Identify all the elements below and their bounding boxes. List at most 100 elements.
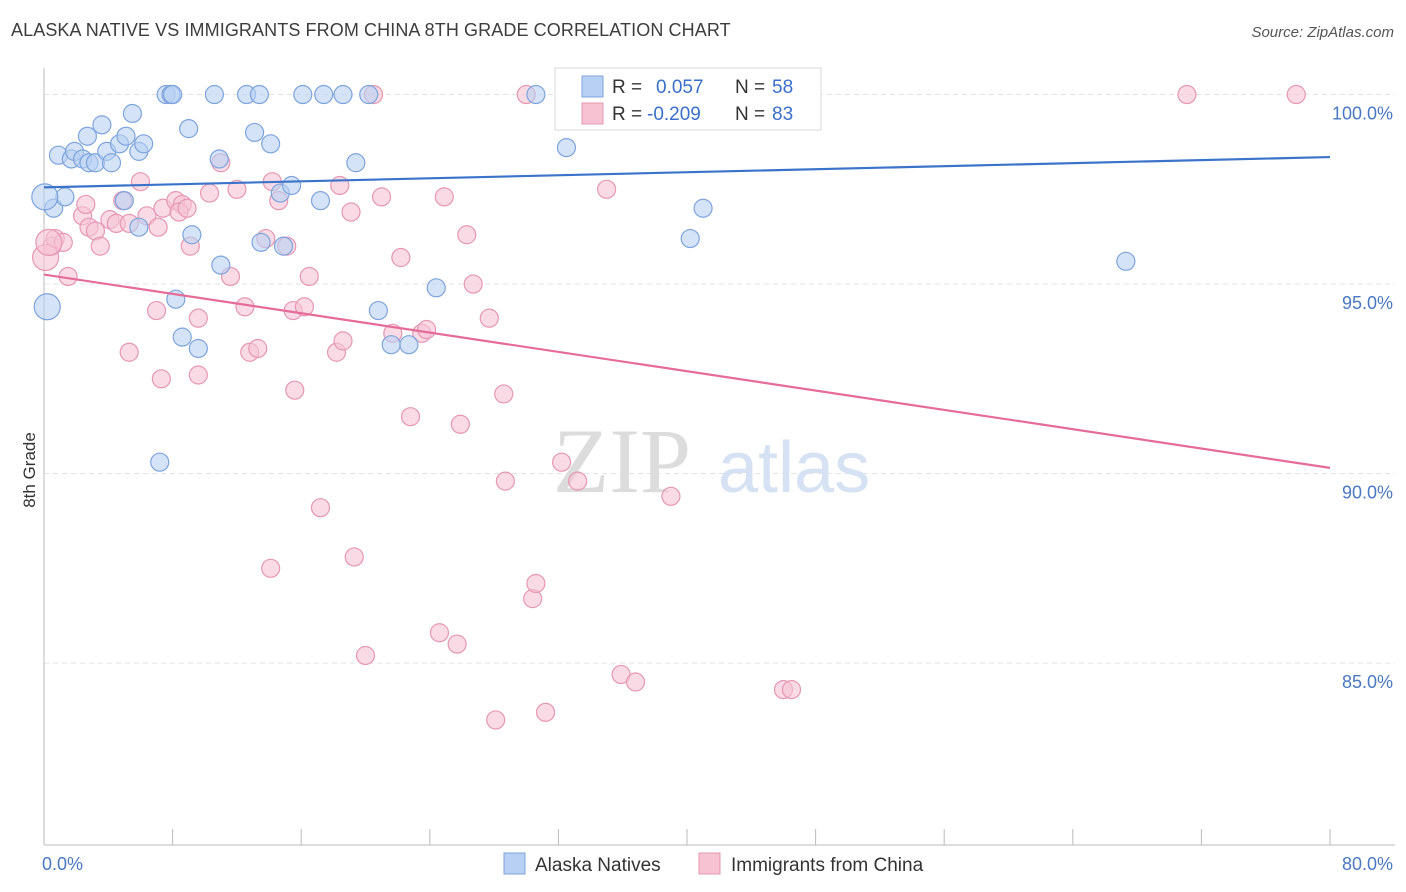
x-tick-label: 0.0% <box>42 854 83 874</box>
point-immigrants-from-china <box>146 300 167 321</box>
legend-label-alaska-natives: Alaska Natives <box>535 855 661 876</box>
point-immigrants-from-china <box>597 179 617 199</box>
point-immigrants-from-china <box>1286 84 1306 105</box>
data-points <box>31 84 1306 730</box>
point-immigrants-from-china <box>148 217 168 237</box>
point-alaska-natives <box>381 335 401 355</box>
point-immigrants-from-china <box>781 679 802 700</box>
gridlines <box>44 94 1395 664</box>
point-immigrants-from-china <box>416 319 437 340</box>
point-immigrants-from-china <box>625 672 646 692</box>
point-alaska-natives <box>179 119 199 139</box>
point-immigrants-from-china <box>457 225 477 245</box>
point-alaska-natives <box>209 149 229 169</box>
stats-r-value-2: -0.209 <box>647 104 701 125</box>
point-alaska-natives <box>101 153 122 173</box>
x-tick-label: 80.0% <box>1342 854 1393 874</box>
point-immigrants-from-china <box>90 236 110 256</box>
watermark: ZIP atlas <box>553 410 870 512</box>
point-alaska-natives <box>204 84 224 105</box>
chart-title: ALASKA NATIVE VS IMMIGRANTS FROM CHINA 8… <box>11 20 731 40</box>
point-alaska-natives <box>122 103 143 124</box>
point-alaska-natives <box>680 228 700 249</box>
point-alaska-natives <box>293 84 313 105</box>
point-immigrants-from-china <box>285 380 305 400</box>
point-immigrants-from-china <box>341 202 361 222</box>
legend-swatch-alaska-natives <box>503 852 526 875</box>
point-immigrants-from-china <box>371 187 392 207</box>
point-alaska-natives <box>261 134 281 154</box>
point-immigrants-from-china <box>535 702 556 722</box>
point-immigrants-from-china <box>261 558 281 578</box>
point-alaska-natives <box>129 217 149 237</box>
trend-lines <box>43 155 1331 469</box>
stats-r-label-1: R = <box>612 77 642 98</box>
legend: Alaska Natives Immigrants from China <box>503 852 924 876</box>
point-alaska-natives <box>556 137 577 158</box>
point-alaska-natives <box>244 122 265 143</box>
watermark-atlas: atlas <box>718 428 870 508</box>
point-alaska-natives <box>33 293 61 321</box>
point-immigrants-from-china <box>552 452 572 472</box>
point-alaska-natives <box>188 338 208 359</box>
stats-n-label-1: N = <box>735 77 765 98</box>
point-immigrants-from-china <box>450 414 470 434</box>
point-alaska-natives <box>55 187 75 207</box>
point-immigrants-from-china <box>310 498 331 518</box>
point-immigrants-from-china <box>495 471 515 491</box>
legend-label-immigrants-from-china: Immigrants from China <box>731 855 924 876</box>
point-immigrants-from-china <box>526 573 546 594</box>
point-immigrants-from-china <box>248 338 268 359</box>
point-immigrants-from-china <box>494 384 514 404</box>
point-immigrants-from-china <box>429 623 450 643</box>
y-tick-label: 85.0% <box>1342 672 1393 692</box>
trend-line-immigrants-from-china <box>43 273 1331 469</box>
point-immigrants-from-china <box>188 365 208 385</box>
point-immigrants-from-china <box>76 194 96 215</box>
point-immigrants-from-china <box>151 369 171 389</box>
point-alaska-natives <box>211 255 231 275</box>
point-alaska-natives <box>77 126 98 146</box>
point-alaska-natives <box>399 335 419 355</box>
point-alaska-natives <box>346 153 366 173</box>
point-alaska-natives <box>114 191 134 211</box>
x-tick-labels: 0.0% 80.0% <box>42 854 1393 874</box>
point-alaska-natives <box>359 84 379 105</box>
point-immigrants-from-china <box>35 228 63 256</box>
stats-r-label-2: R = <box>612 104 642 125</box>
stats-r-value-1: 0.057 <box>656 77 704 98</box>
point-immigrants-from-china <box>299 266 319 287</box>
point-immigrants-from-china <box>400 407 421 427</box>
point-alaska-natives <box>150 452 170 472</box>
point-immigrants-from-china <box>130 172 151 192</box>
point-alaska-natives <box>249 84 270 105</box>
y-tick-label: 95.0% <box>1342 293 1393 313</box>
point-immigrants-from-china <box>568 471 588 491</box>
point-alaska-natives <box>92 115 112 135</box>
point-alaska-natives <box>251 232 271 252</box>
stats-n-value-1: 58 <box>772 77 793 98</box>
trend-line-alaska-natives <box>43 155 1331 189</box>
point-alaska-natives <box>281 175 302 196</box>
point-immigrants-from-china <box>463 274 483 294</box>
stats-swatch-blue <box>581 75 604 98</box>
point-immigrants-from-china <box>391 247 411 268</box>
stats-n-value-2: 83 <box>772 104 793 125</box>
point-immigrants-from-china <box>1177 84 1197 105</box>
point-immigrants-from-china <box>177 198 197 218</box>
y-tick-labels: 100.0% 95.0% 90.0% 85.0% <box>1332 104 1393 693</box>
point-alaska-natives <box>163 84 183 105</box>
point-immigrants-from-china <box>333 331 353 351</box>
point-alaska-natives <box>526 84 546 105</box>
point-immigrants-from-china <box>188 308 208 328</box>
point-alaska-natives <box>333 84 353 105</box>
point-immigrants-from-china <box>355 645 376 666</box>
source-label: Source: ZipAtlas.com <box>1251 24 1394 41</box>
point-alaska-natives <box>172 327 192 347</box>
stats-box: R = 0.057 N = 58 R = -0.209 N = 83 <box>554 67 822 131</box>
y-tick-label: 90.0% <box>1342 483 1393 503</box>
stats-n-label-2: N = <box>735 104 765 125</box>
point-alaska-natives <box>426 278 446 298</box>
stats-swatch-pink <box>581 102 604 125</box>
